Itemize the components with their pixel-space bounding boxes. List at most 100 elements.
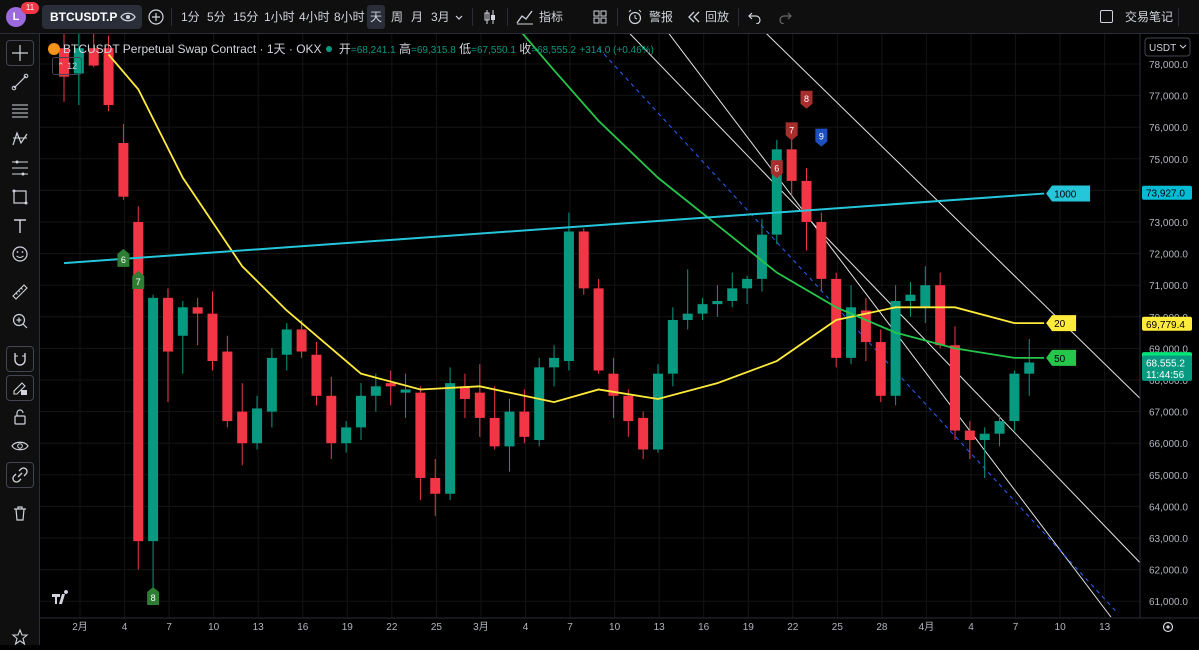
eye-icon[interactable] — [120, 9, 136, 28]
magnet-tool[interactable] — [6, 346, 34, 372]
redo-icon[interactable] — [778, 10, 792, 27]
link-tool[interactable] — [6, 462, 34, 488]
candle-body — [994, 421, 1005, 434]
candle-body — [964, 430, 975, 441]
bullish-candle — [712, 285, 723, 317]
time-scale[interactable] — [40, 618, 1140, 645]
zoom-tool[interactable] — [6, 308, 34, 334]
interval-8h[interactable]: 8小时 — [334, 10, 365, 24]
favorites-tool[interactable] — [6, 624, 34, 650]
replay-icon[interactable] — [686, 10, 702, 27]
text-tool[interactable] — [6, 213, 34, 239]
candle-body — [385, 383, 396, 387]
interval-5m[interactable]: 5分 — [207, 10, 226, 24]
symbol-search[interactable]: BTCUSDT.P — [42, 5, 142, 29]
candle-body — [875, 342, 886, 396]
candle-type-icon[interactable] — [482, 9, 498, 28]
currency-button[interactable] — [1144, 37, 1191, 57]
delete-tool[interactable] — [6, 500, 34, 526]
bullish-candle — [890, 285, 901, 406]
candle-body — [162, 297, 173, 352]
bullish-candle — [667, 307, 678, 387]
candle-body — [222, 351, 233, 422]
interval-15m[interactable]: 15分 — [233, 10, 259, 24]
td-sequential-markers: 6 7 8 6 7 8 9 — [117, 90, 828, 606]
candle-body — [459, 386, 470, 399]
candle-body — [252, 408, 263, 444]
interval-3M[interactable]: 3月 — [431, 10, 450, 24]
price-tag-label: 69,779.4 — [1146, 320, 1185, 331]
candle-body — [786, 149, 797, 181]
indicators-collapse-button[interactable]: ⌃ 12 — [52, 57, 83, 75]
candle-body — [712, 301, 723, 305]
bullish-candle — [356, 383, 366, 441]
candle-body — [73, 48, 84, 74]
bearish-candle — [192, 297, 203, 346]
alert-button[interactable]: 警报 — [649, 10, 674, 24]
unlock-icon — [14, 409, 26, 425]
price-tick-label: 75,000.0 — [1149, 155, 1188, 166]
candle-body — [296, 329, 307, 352]
candle-body — [623, 395, 634, 422]
indicators-icon[interactable] — [516, 9, 534, 28]
trash-icon — [14, 506, 26, 521]
price-tick-label: 69,000.0 — [1149, 344, 1188, 355]
lock-all-tool[interactable] — [6, 404, 34, 430]
pattern-tool[interactable] — [6, 126, 34, 152]
bearish-candle — [133, 206, 144, 570]
bullish-candle — [534, 357, 545, 447]
interval-1M[interactable]: 月 — [411, 10, 424, 24]
bearish-candle — [415, 386, 426, 501]
price-tick-label: 77,000.0 — [1149, 92, 1188, 103]
candle-body — [890, 301, 901, 396]
price-tick-label: 66,000.0 — [1149, 439, 1188, 450]
time-tick-label: 7 — [1013, 622, 1019, 633]
candle-body — [638, 417, 649, 450]
trendline-tool[interactable] — [6, 69, 34, 95]
time-tick-label: 13 — [253, 622, 265, 633]
layout-grid-icon[interactable] — [592, 9, 608, 28]
time-tick-label: 25 — [832, 622, 844, 633]
alarm-clock-icon[interactable] — [627, 9, 643, 28]
candle-body — [549, 357, 560, 368]
user-avatar[interactable]: L — [6, 7, 26, 27]
candle-body — [801, 180, 812, 222]
bullish-candle — [445, 367, 456, 501]
hide-drawings-tool[interactable] — [6, 433, 34, 459]
time-tick-label: 16 — [698, 622, 710, 633]
undo-icon[interactable] — [748, 10, 762, 27]
gear-icon[interactable] — [1162, 621, 1174, 633]
journal-checkbox[interactable] — [1100, 10, 1113, 23]
candle-body — [177, 307, 188, 336]
fibonacci-tool[interactable] — [6, 155, 34, 181]
interval-1w[interactable]: 周 — [391, 10, 404, 24]
star-icon — [11, 628, 29, 646]
chart-legend[interactable]: BTCUSDT Perpetual Swap Contract · 1天 · O… — [48, 40, 654, 57]
moving-averages[interactable] — [63, 1, 1045, 404]
emoji-tool[interactable] — [6, 241, 34, 267]
indicators-button[interactable]: 指标 — [539, 10, 564, 24]
replay-button[interactable]: 回放 — [705, 10, 730, 24]
time-tick-label: 10 — [208, 622, 220, 633]
journal-label[interactable]: 交易笔记 — [1125, 10, 1174, 24]
candle-body — [356, 395, 366, 428]
lock-drawing-tool[interactable] — [6, 375, 34, 401]
candle-body — [237, 411, 248, 444]
horizontal-lines-tool[interactable] — [6, 97, 34, 123]
candle-body — [489, 417, 500, 447]
chevron-down-icon[interactable] — [454, 12, 464, 26]
rectangle-tool[interactable] — [6, 184, 34, 210]
interval-4h[interactable]: 4小时 — [299, 10, 330, 24]
interval-1h[interactable]: 1小时 — [264, 10, 295, 24]
interval-1d[interactable]: 天 — [367, 5, 386, 29]
price-tick-label: 62,000.0 — [1149, 566, 1188, 577]
candle-body — [578, 231, 589, 289]
crosshair-tool[interactable] — [6, 40, 34, 66]
ruler-tool[interactable] — [6, 279, 34, 305]
td-marker-shape — [815, 128, 828, 147]
add-symbol-icon[interactable] — [148, 9, 164, 28]
candle-body — [653, 373, 663, 450]
interval-1m[interactable]: 1分 — [181, 10, 200, 24]
tradingview-logo — [52, 590, 69, 604]
